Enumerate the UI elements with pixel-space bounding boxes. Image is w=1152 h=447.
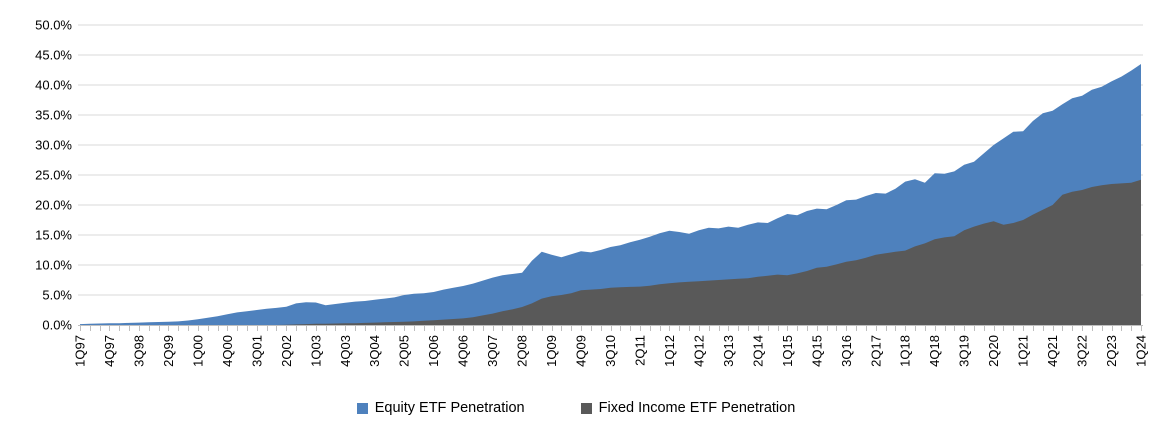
x-tick-label: 4Q12: [691, 335, 706, 367]
x-tick-label: 3Q16: [839, 335, 854, 367]
x-tick-label: 4Q00: [220, 335, 235, 367]
y-tick-label: 45.0%: [35, 48, 72, 63]
x-tick-label: 4Q06: [456, 335, 471, 367]
x-tick-label: 3Q98: [131, 335, 146, 367]
x-tick-label: 3Q22: [1075, 335, 1090, 367]
x-tick-label: 1Q06: [426, 335, 441, 367]
y-axis-labels: 0.0% 5.0% 10.0% 15.0% 20.0% 25.0% 30.0% 35.0% 40…: [35, 18, 72, 333]
x-tick-label: 4Q15: [809, 335, 824, 367]
x-tick-label: 4Q97: [102, 335, 117, 367]
x-tick-label: 1Q24: [1134, 335, 1149, 367]
x-tick-label: 4Q09: [574, 335, 589, 367]
x-tick-label: 2Q17: [868, 335, 883, 367]
x-axis: [78, 325, 1143, 331]
x-tick-label: 2Q02: [279, 335, 294, 367]
y-tick-label: 20.0%: [35, 198, 72, 213]
y-gridlines: [78, 24, 1143, 296]
x-tick-label: 1Q00: [190, 335, 205, 367]
y-tick-label: 5.0%: [42, 288, 72, 303]
y-tick-label: 0.0%: [42, 318, 72, 333]
x-tick-label: 2Q05: [397, 335, 412, 367]
y-tick-label: 35.0%: [35, 108, 72, 123]
legend-item-equity: Equity ETF Penetration: [356, 400, 525, 416]
y-tick-label: 25.0%: [35, 168, 72, 183]
y-tick-label: 15.0%: [35, 228, 72, 243]
legend-label-fixed-income: Fixed Income ETF Penetration: [598, 400, 796, 416]
x-tick-label: 1Q15: [780, 335, 795, 367]
x-tick-label: 4Q21: [1045, 335, 1060, 367]
x-tick-label: 1Q18: [898, 335, 913, 367]
x-tick-label: 3Q01: [249, 335, 264, 367]
x-tick-label: 1Q12: [662, 335, 677, 367]
x-tick-label: 2Q23: [1104, 335, 1119, 367]
legend-label-equity: Equity ETF Penetration: [374, 400, 525, 416]
y-tick-label: 50.0%: [35, 18, 72, 33]
x-tick-label: 1Q03: [308, 335, 323, 367]
x-tick-label: 2Q99: [161, 335, 176, 367]
chart-legend: Equity ETF Penetration Fixed Income ETF …: [0, 400, 1152, 416]
x-tick-label: 1Q97: [73, 335, 88, 367]
y-tick-label: 30.0%: [35, 138, 72, 153]
fixed-income-area: [80, 179, 1141, 325]
x-tick-label: 1Q21: [1016, 335, 1031, 367]
legend-item-fixed-income: Fixed Income ETF Penetration: [580, 400, 796, 416]
x-tick-label: 3Q19: [957, 335, 972, 367]
x-tick-label: 1Q09: [544, 335, 559, 367]
x-tick-label: 2Q11: [632, 335, 647, 366]
x-tick-label: 2Q20: [986, 335, 1001, 367]
y-tick-label: 10.0%: [35, 258, 72, 273]
etf-penetration-area-chart: 0.0% 5.0% 10.0% 15.0% 20.0% 25.0% 30.0% 35.0% 40…: [35, 18, 1149, 367]
x-tick-label: 4Q18: [927, 335, 942, 367]
legend-swatch-fixed-income-icon: [580, 402, 592, 414]
y-tick-label: 40.0%: [35, 78, 72, 93]
x-tick-label: 3Q04: [367, 335, 382, 367]
x-tick-label: 3Q10: [603, 335, 618, 367]
legend-swatch-equity-icon: [356, 402, 368, 414]
x-tick-label: 2Q08: [515, 335, 530, 367]
x-tick-label: 4Q03: [338, 335, 353, 367]
x-tick-label: 2Q14: [750, 335, 765, 367]
x-tick-label: 3Q07: [485, 335, 500, 367]
x-tick-label: 3Q13: [721, 335, 736, 367]
x-axis-labels: 1Q97 4Q97 3Q98 2Q99 1Q00 4Q00 3Q01 2Q02 1Q03 4Q03…: [73, 335, 1149, 367]
